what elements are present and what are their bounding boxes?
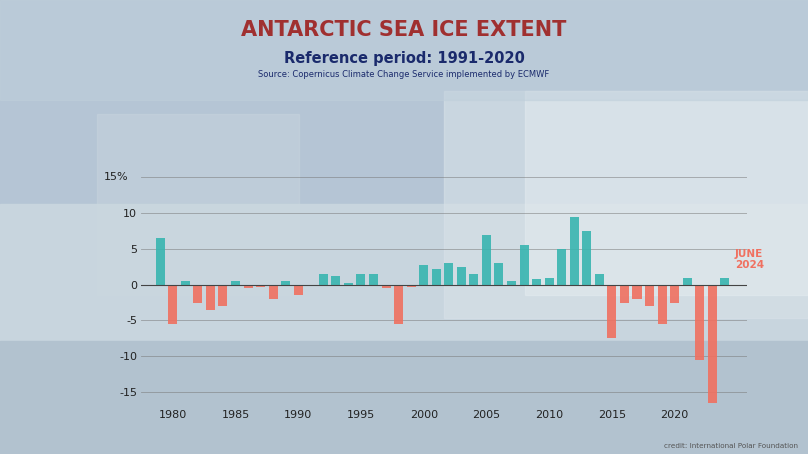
Bar bbox=[525, 91, 808, 295]
Bar bbox=[256, 285, 265, 287]
Bar bbox=[532, 279, 541, 285]
Bar bbox=[331, 276, 340, 285]
Bar bbox=[670, 285, 680, 303]
Bar bbox=[344, 283, 353, 285]
Bar bbox=[469, 274, 478, 285]
Bar bbox=[156, 238, 165, 285]
Bar bbox=[97, 114, 299, 295]
Bar bbox=[683, 277, 692, 285]
Bar bbox=[168, 285, 177, 324]
Bar bbox=[268, 285, 278, 299]
Bar bbox=[620, 285, 629, 303]
Bar bbox=[0, 204, 808, 340]
Bar bbox=[457, 267, 466, 285]
Bar bbox=[218, 285, 228, 306]
Bar bbox=[0, 0, 808, 204]
Text: credit: International Polar Foundation: credit: International Polar Foundation bbox=[664, 443, 798, 449]
Text: ANTARCTIC SEA ICE EXTENT: ANTARCTIC SEA ICE EXTENT bbox=[242, 20, 566, 40]
Bar bbox=[319, 274, 328, 285]
Bar bbox=[444, 263, 453, 285]
Bar bbox=[645, 285, 654, 306]
Bar bbox=[306, 285, 315, 286]
Bar bbox=[482, 235, 491, 285]
Bar bbox=[294, 285, 303, 296]
Bar bbox=[0, 340, 808, 454]
Bar bbox=[206, 285, 215, 310]
Bar bbox=[583, 231, 591, 285]
Bar bbox=[507, 281, 516, 285]
Bar bbox=[720, 277, 730, 285]
Bar bbox=[558, 249, 566, 285]
Bar bbox=[243, 285, 253, 288]
Bar bbox=[444, 91, 808, 318]
Bar bbox=[633, 285, 642, 299]
Bar bbox=[570, 217, 579, 285]
Bar bbox=[406, 285, 415, 287]
Bar bbox=[419, 265, 428, 285]
Bar bbox=[231, 281, 240, 285]
Bar bbox=[181, 281, 190, 285]
Bar bbox=[431, 269, 440, 285]
Bar bbox=[695, 285, 705, 360]
Bar bbox=[545, 277, 553, 285]
Bar bbox=[608, 285, 617, 338]
Text: 15%: 15% bbox=[104, 173, 128, 183]
Bar bbox=[0, 0, 808, 100]
Bar bbox=[193, 285, 202, 303]
Bar bbox=[494, 263, 503, 285]
Text: Reference period: 1991-2020: Reference period: 1991-2020 bbox=[284, 51, 524, 66]
Bar bbox=[658, 285, 667, 324]
Text: Source: Copernicus Climate Change Service implemented by ECMWF: Source: Copernicus Climate Change Servic… bbox=[259, 70, 549, 79]
Bar bbox=[281, 281, 290, 285]
Bar bbox=[369, 274, 378, 285]
Bar bbox=[394, 285, 403, 324]
Bar bbox=[595, 274, 604, 285]
Text: JUNE
2024: JUNE 2024 bbox=[734, 249, 764, 271]
Bar bbox=[708, 285, 717, 403]
Bar bbox=[356, 274, 365, 285]
Bar bbox=[381, 285, 390, 288]
Bar bbox=[520, 245, 528, 285]
